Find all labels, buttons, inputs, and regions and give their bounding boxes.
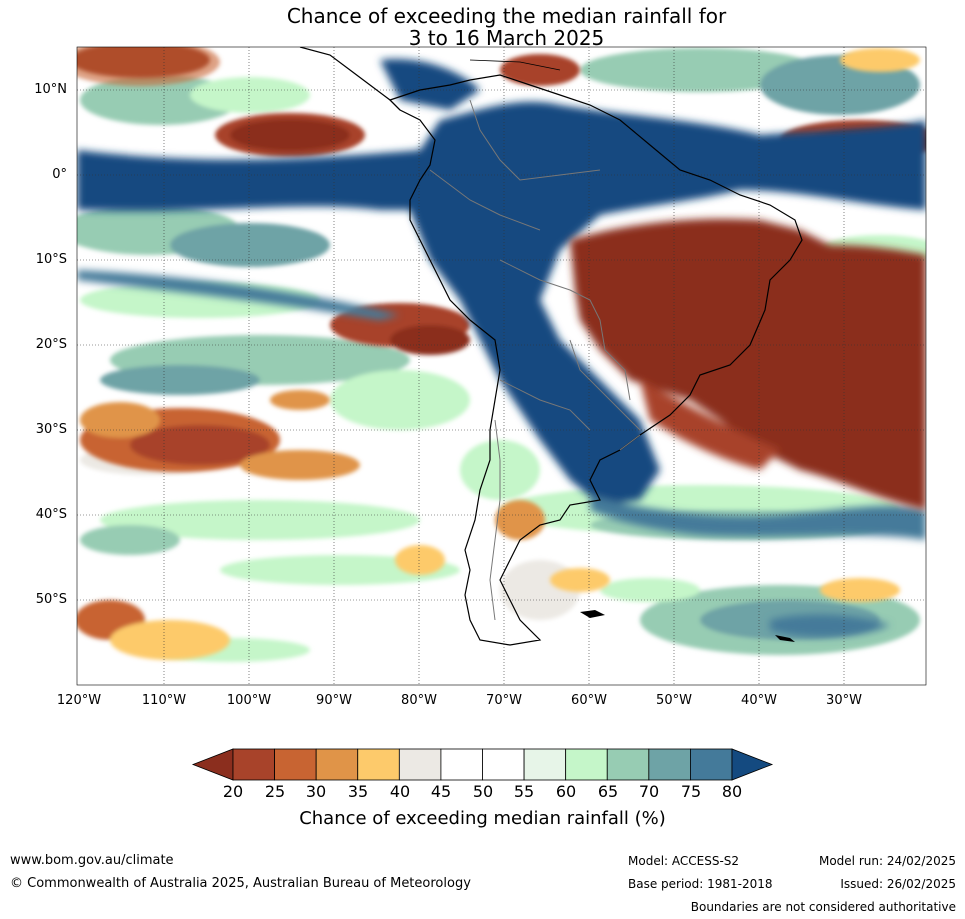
colorbar-label: Chance of exceeding median rainfall (%) bbox=[299, 808, 666, 829]
colorbar-tick: 70 bbox=[638, 782, 660, 801]
copyright-text: © Commonwealth of Australia 2025, Austra… bbox=[10, 876, 471, 891]
issued-text: Issued: 26/02/2025 bbox=[840, 877, 956, 891]
lat-label-30s: 30°S bbox=[35, 422, 67, 437]
website-link[interactable]: www.bom.gov.au/climate bbox=[10, 853, 174, 868]
colorbar-tick: 30 bbox=[305, 782, 327, 801]
colorbar-box bbox=[606, 748, 650, 781]
lat-label-10s: 10°S bbox=[35, 252, 67, 267]
lat-label-20s: 20°S bbox=[35, 337, 67, 352]
lon-label-40w: 40°W bbox=[741, 693, 777, 708]
country-borders bbox=[429, 99, 641, 621]
colorbar-box bbox=[440, 748, 483, 781]
boundaries-disclaimer: Boundaries are not considered authoritat… bbox=[690, 900, 956, 914]
lon-label-120w: 120°W bbox=[56, 693, 102, 708]
colorbar-box bbox=[274, 748, 317, 781]
colorbar-tick: 20 bbox=[222, 782, 244, 801]
lon-label-30w: 30°W bbox=[826, 693, 862, 708]
colorbar-box bbox=[398, 748, 442, 781]
model-run-text: Model run: 24/02/2025 bbox=[818, 854, 956, 868]
colorbar-tick: 75 bbox=[680, 782, 702, 801]
lat-label-50s: 50°S bbox=[35, 592, 67, 607]
colorbar-box bbox=[315, 748, 359, 781]
colorbar-tick: 25 bbox=[264, 782, 286, 801]
graticule bbox=[77, 47, 926, 685]
lat-label-0: 0° bbox=[52, 167, 67, 182]
lon-label-70w: 70°W bbox=[486, 693, 522, 708]
colorbar-tick: 65 bbox=[597, 782, 619, 801]
lon-label-60w: 60°W bbox=[571, 693, 607, 708]
colorbar-tick: 55 bbox=[513, 782, 535, 801]
colorbar-tick: 50 bbox=[472, 782, 494, 801]
colorbar-tick: 60 bbox=[555, 782, 577, 801]
lon-label-80w: 80°W bbox=[401, 693, 437, 708]
colorbar-tick: 40 bbox=[389, 782, 411, 801]
colorbar-extend-high bbox=[731, 748, 774, 781]
lon-label-110w: 110°W bbox=[141, 693, 187, 708]
colorbar-tick: 45 bbox=[430, 782, 452, 801]
map-title-line1: Chance of exceeding the median rainfall … bbox=[286, 4, 727, 28]
map-frame bbox=[76, 46, 927, 686]
colorbar-extend-low bbox=[191, 748, 234, 781]
lat-label-10n: 10°N bbox=[34, 82, 67, 97]
colorbar-box bbox=[648, 748, 691, 781]
colorbar-box bbox=[232, 748, 275, 781]
map-title-line2: 3 to 16 March 2025 bbox=[408, 26, 605, 50]
colorbar-box bbox=[565, 748, 608, 781]
map-field bbox=[77, 47, 926, 685]
lon-label-50w: 50°W bbox=[656, 693, 692, 708]
colorbar-box bbox=[690, 748, 733, 781]
south-america-coastline bbox=[388, 74, 803, 646]
lat-label-40s: 40°S bbox=[35, 507, 67, 522]
colorbar-tick: 80 bbox=[721, 782, 743, 801]
colorbar-box bbox=[357, 748, 400, 781]
colorbar-tick: 35 bbox=[347, 782, 369, 801]
lon-label-100w: 100°W bbox=[226, 693, 272, 708]
model-text: Model: ACCESS-S2 bbox=[628, 854, 740, 868]
base-period-text: Base period: 1981-2018 bbox=[628, 877, 773, 891]
central-america-coastline bbox=[299, 47, 401, 111]
colorbar-box bbox=[482, 748, 525, 781]
lon-label-90w: 90°W bbox=[316, 693, 352, 708]
colorbar-box bbox=[523, 748, 567, 781]
